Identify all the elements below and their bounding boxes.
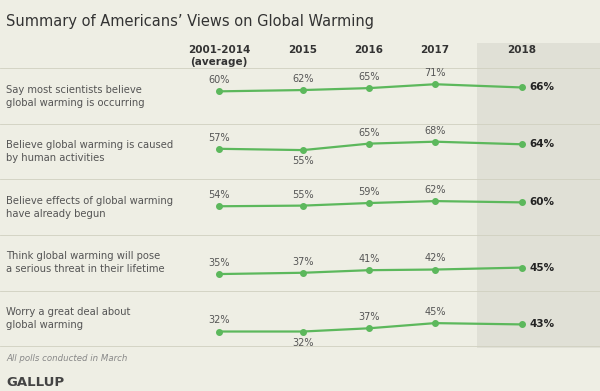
Text: 66%: 66% (530, 83, 555, 92)
Text: 60%: 60% (530, 197, 555, 207)
Text: GALLUP: GALLUP (6, 376, 64, 389)
Point (214, 271, 224, 277)
Point (298, 328, 308, 335)
Text: 62%: 62% (424, 185, 446, 195)
Text: 37%: 37% (292, 256, 314, 267)
Text: 55%: 55% (292, 156, 314, 166)
Text: All polls conducted in March: All polls conducted in March (6, 354, 127, 363)
Point (517, 141, 527, 147)
FancyBboxPatch shape (477, 43, 600, 348)
Text: 41%: 41% (358, 254, 380, 264)
Text: 32%: 32% (292, 337, 314, 348)
Point (364, 267, 374, 273)
Text: Believe effects of global warming
have already begun: Believe effects of global warming have a… (6, 196, 173, 219)
Text: 59%: 59% (358, 187, 380, 197)
Point (517, 321, 527, 328)
Text: Believe global warming is caused
by human activities: Believe global warming is caused by huma… (6, 140, 173, 163)
Text: 32%: 32% (208, 316, 230, 325)
Text: 43%: 43% (530, 319, 555, 329)
Point (214, 203, 224, 210)
Text: Say most scientists believe
global warming is occurring: Say most scientists believe global warmi… (6, 84, 145, 108)
Text: 65%: 65% (358, 127, 380, 138)
Point (364, 85, 374, 91)
Point (298, 87, 308, 93)
Text: 62%: 62% (292, 74, 314, 84)
Text: 37%: 37% (358, 312, 380, 322)
Point (298, 203, 308, 209)
Text: 65%: 65% (358, 72, 380, 82)
Text: 45%: 45% (530, 263, 555, 273)
Point (214, 146, 224, 152)
Text: 54%: 54% (208, 190, 230, 200)
Point (430, 320, 440, 326)
Text: Worry a great deal about
global warming: Worry a great deal about global warming (6, 307, 130, 330)
Point (517, 199, 527, 206)
Point (517, 84, 527, 91)
Text: 71%: 71% (424, 68, 446, 78)
Point (430, 81, 440, 87)
Text: Summary of Americans’ Views on Global Warming: Summary of Americans’ Views on Global Wa… (6, 14, 374, 29)
Point (364, 325, 374, 332)
Text: 57%: 57% (208, 133, 230, 143)
Text: 64%: 64% (530, 139, 555, 149)
Point (517, 264, 527, 271)
Text: 68%: 68% (424, 126, 446, 136)
Point (214, 328, 224, 335)
Text: Think global warming will pose
a serious threat in their lifetime: Think global warming will pose a serious… (6, 251, 164, 274)
Text: 35%: 35% (208, 258, 230, 268)
Point (214, 88, 224, 95)
Point (430, 266, 440, 273)
Text: 42%: 42% (424, 253, 446, 264)
Text: 2018: 2018 (508, 45, 536, 55)
Point (430, 138, 440, 145)
Text: 2015: 2015 (289, 45, 317, 55)
Point (430, 198, 440, 204)
Text: 55%: 55% (292, 190, 314, 199)
Point (298, 147, 308, 153)
Text: 45%: 45% (424, 307, 446, 317)
Point (298, 270, 308, 276)
Text: 2017: 2017 (421, 45, 449, 55)
Text: 2016: 2016 (355, 45, 383, 55)
Point (364, 200, 374, 206)
Point (364, 140, 374, 147)
Text: 2001-2014
(average): 2001-2014 (average) (188, 45, 250, 67)
Text: 60%: 60% (208, 75, 230, 85)
